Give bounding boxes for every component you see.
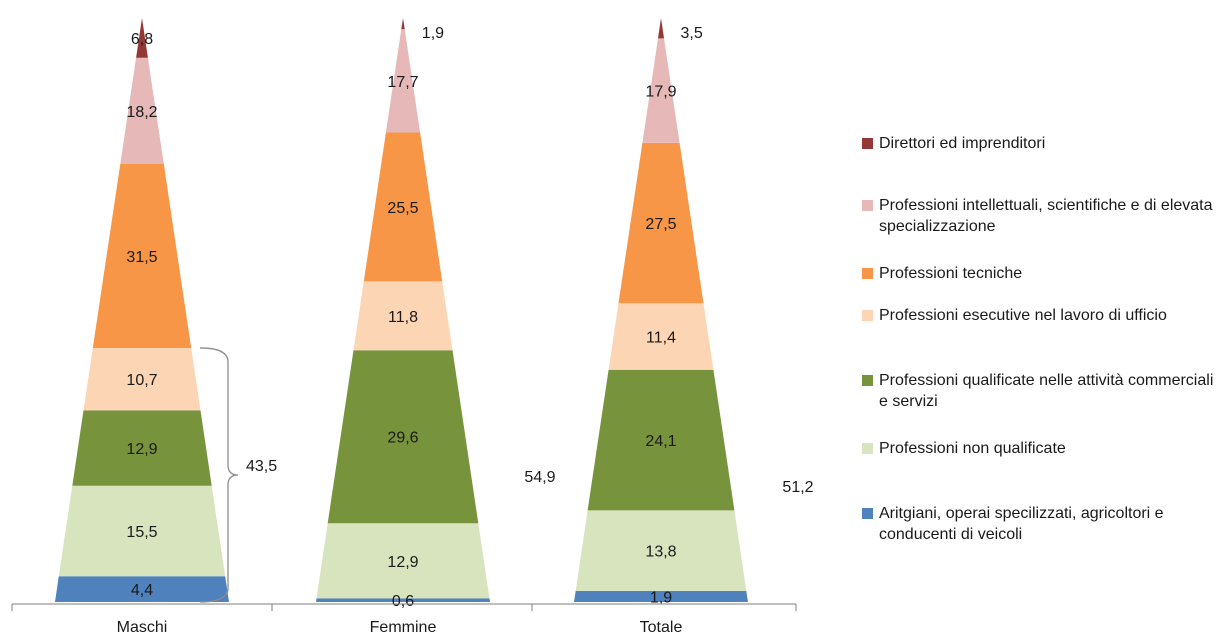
value-label: 17,7 (387, 74, 418, 91)
cone-segment-totale-professioni-qualificate-nelle- (587, 369, 735, 511)
cone-segment-maschi-professioni-intellettuali-scie (120, 57, 164, 165)
cone-segment-totale-direttori-ed-imprenditori (658, 18, 664, 39)
category-label: Totale (640, 619, 683, 636)
legend-swatch (862, 443, 873, 454)
value-label: 11,8 (388, 309, 418, 326)
legend: Direttori ed imprenditori Professioni int… (862, 0, 1222, 640)
legend-swatch (862, 268, 873, 279)
cone-segment-totale-aritgiani-operai-specilizzati- (574, 590, 748, 602)
value-label: 10,7 (126, 372, 157, 389)
legend-label: Professioni non qualificate (879, 440, 1066, 457)
legend-label: Professioni intellettuali, scientifiche … (879, 197, 1213, 235)
category-label: Femmine (370, 619, 437, 636)
legend-item: Professioni tecniche (862, 263, 1219, 284)
cone-segment-femmine-professioni-qualificate-nelle- (327, 350, 479, 524)
cone-segment-maschi-professioni-esecutive-nel-lavo (83, 348, 201, 411)
legend-item: Professioni qualificate nelle attività c… (862, 370, 1219, 412)
cones-layer (55, 18, 748, 602)
legend-item: Professioni intellettuali, scientifiche … (862, 195, 1219, 237)
legend-item: Professioni esecutive nel lavoro di uffi… (862, 305, 1219, 326)
cone-segment-femmine-professioni-intellettuali-scie (385, 29, 421, 133)
cone-segment-totale-professioni-tecniche (618, 142, 704, 304)
x-axis: Maschi Femmine Totale (11, 603, 797, 636)
value-label: 12,9 (126, 441, 157, 458)
cone-segment-femmine-professioni-non-qualificate (316, 523, 490, 599)
cone-segment-maschi-professioni-tecniche (92, 164, 192, 348)
cone-segment-femmine-aritgiani-operai-specilizzati- (316, 598, 490, 602)
value-label: 27,5 (645, 216, 676, 233)
legend-label: Direttori ed imprenditori (879, 135, 1046, 152)
legend-label: Professioni qualificate nelle attività c… (879, 372, 1214, 410)
value-label: 13,8 (645, 544, 676, 561)
value-label: 24,1 (645, 433, 676, 450)
cone-segment-femmine-direttori-ed-imprenditori (401, 18, 405, 30)
value-label: 1,9 (650, 590, 672, 607)
group-total-label: 54,9 (524, 469, 555, 486)
cone-segment-femmine-professioni-esecutive-nel-lavo (353, 281, 453, 351)
value-label: 31,5 (126, 249, 157, 266)
brackets-layer: 43,5 54,9 51,2 (199, 347, 814, 603)
legend-label: Professioni tecniche (879, 265, 1023, 282)
value-label: 3,5 (681, 25, 703, 42)
cone-segment-maschi-professioni-non-qualificate (58, 485, 226, 577)
legend-swatch (862, 200, 873, 211)
value-label: 11,4 (646, 330, 676, 347)
legend-swatch (862, 138, 873, 149)
group-total-label: 43,5 (246, 458, 277, 475)
value-label: 15,5 (126, 524, 157, 541)
group-total-label: 51,2 (782, 479, 813, 496)
value-label: 18,2 (126, 104, 157, 121)
value-label: 12,9 (387, 554, 418, 571)
value-label: 4,4 (131, 582, 153, 599)
value-label: 25,5 (387, 200, 418, 217)
legend-label: Aritgiani, operai specilizzati, agricolt… (879, 505, 1164, 543)
legend-swatch (862, 508, 873, 519)
value-label: 29,6 (387, 430, 418, 447)
value-label: 1,9 (422, 25, 444, 42)
cone-segment-totale-professioni-intellettuali-scie (642, 38, 680, 143)
value-label: 6,8 (131, 31, 153, 48)
legend-swatch (862, 310, 873, 321)
cone-segment-totale-professioni-esecutive-nel-lavo (608, 303, 714, 370)
legend-item: Direttori ed imprenditori (862, 133, 1219, 154)
cone-segment-totale-professioni-non-qualificate (575, 510, 747, 591)
value-labels-layer: 4,4 15,5 12,9 10,7 31,5 18,2 6,8 0,6 12,9 29,6 11,… (126, 25, 702, 610)
category-label: Maschi (117, 619, 168, 636)
cone-segment-femmine-professioni-tecniche (363, 132, 443, 282)
legend-item: Professioni non qualificate (862, 438, 1219, 459)
legend-swatch (862, 375, 873, 386)
value-label: 17,9 (645, 84, 676, 101)
legend-item: Aritgiani, operai specilizzati, agricolt… (862, 503, 1219, 545)
cone-segment-maschi-direttori-ed-imprenditori (136, 18, 148, 58)
group-bracket (199, 347, 239, 603)
cone-segment-maschi-professioni-qualificate-nelle- (72, 410, 212, 486)
cone-segment-maschi-aritgiani-operai-specilizzati- (55, 576, 229, 602)
value-label: 0,6 (392, 593, 414, 610)
legend-label: Professioni esecutive nel lavoro di uffi… (879, 307, 1167, 324)
